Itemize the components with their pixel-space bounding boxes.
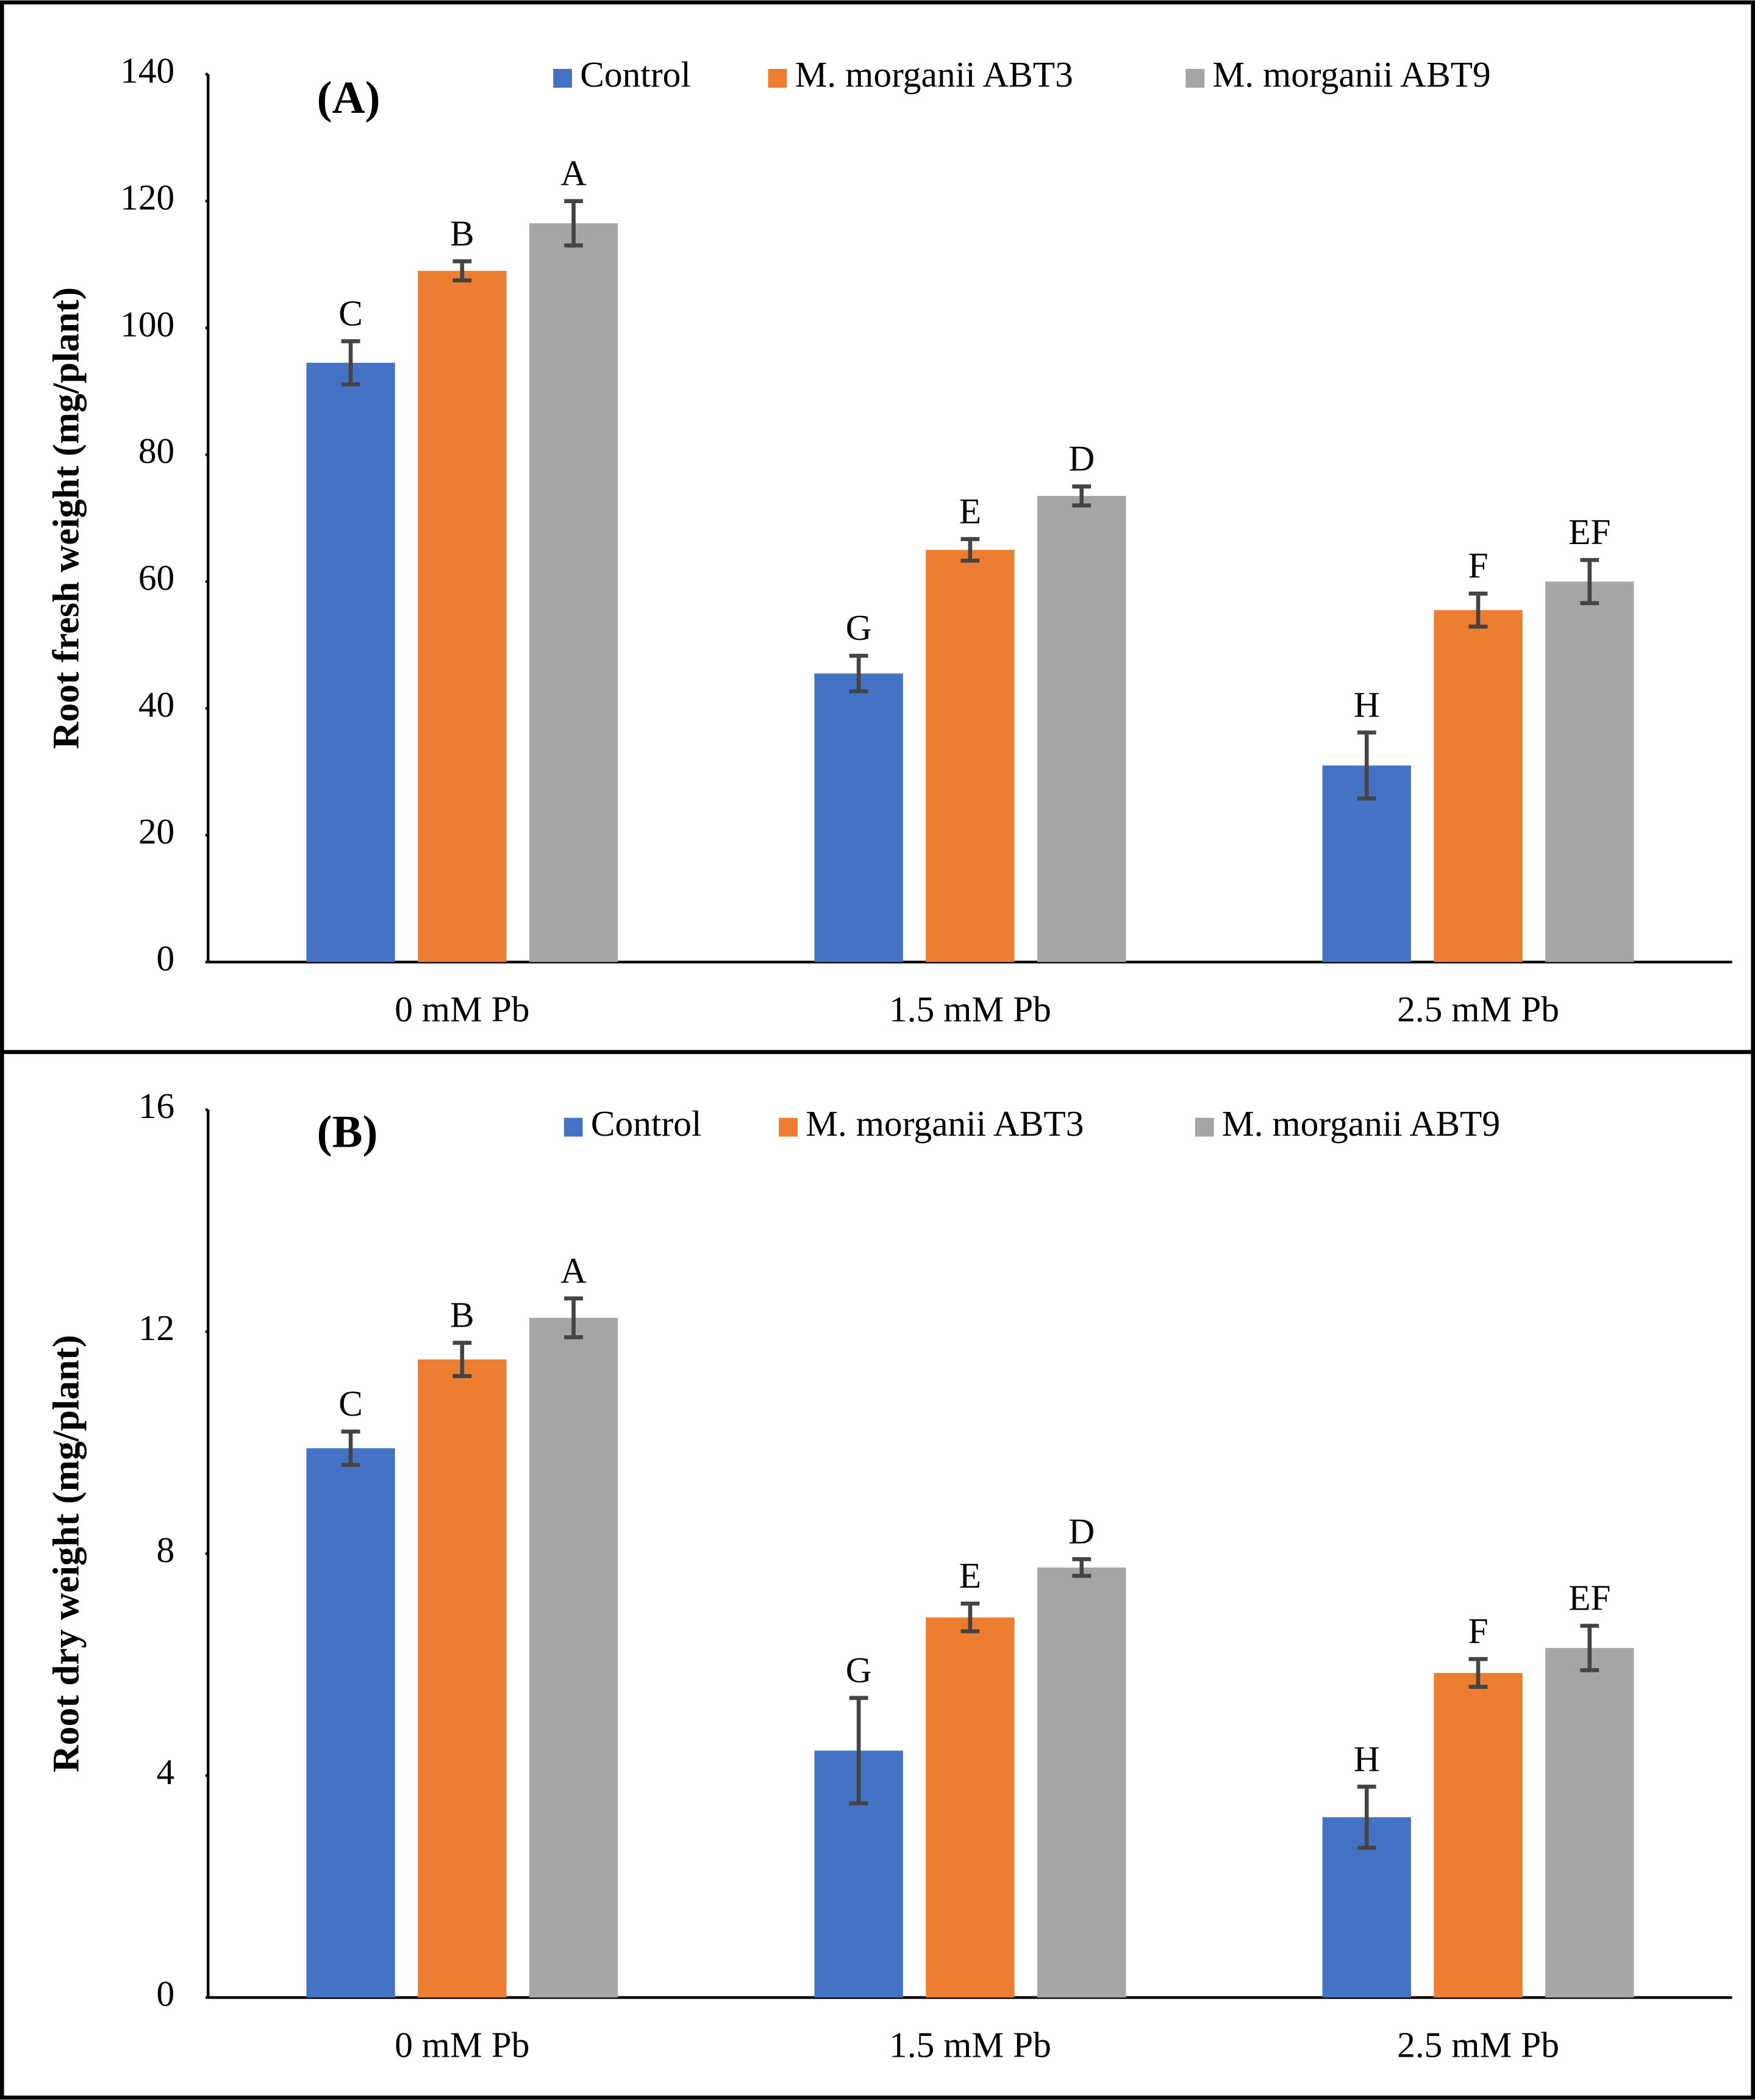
legend-swatch: [563, 1117, 583, 1137]
x-tick-label: 1.5 mM Pb: [889, 989, 1051, 1030]
y-tick-label: 4: [157, 1752, 175, 1792]
bar: [306, 1448, 395, 1998]
significance-letter: E: [959, 1555, 981, 1596]
y-tick-label: 120: [120, 177, 174, 217]
bar: [306, 362, 395, 962]
legend-label: Control: [580, 54, 691, 95]
y-tick-label: 40: [138, 684, 174, 725]
legend-label: M. morganii ABT3: [806, 1103, 1084, 1144]
error-bar: [960, 1601, 980, 1633]
error-bar: [452, 259, 472, 282]
error-bar: [1468, 1657, 1488, 1689]
bar: [529, 1317, 618, 1998]
legend-swatch: [779, 1117, 798, 1137]
error-bar: [341, 1429, 360, 1467]
legend-label: Control: [591, 1103, 702, 1144]
significance-letter: C: [338, 293, 363, 333]
y-tick-label: 0: [157, 938, 175, 978]
legend-swatch: [1185, 68, 1205, 88]
bar: [1037, 496, 1126, 962]
significance-letter: EF: [1568, 1578, 1610, 1618]
bar: [529, 223, 618, 962]
bar: [418, 271, 507, 962]
error-bar: [564, 199, 584, 248]
x-tick-label: 2.5 mM Pb: [1397, 989, 1559, 1030]
x-tick-label: 0 mM Pb: [395, 2024, 529, 2065]
legend-swatch: [768, 68, 787, 88]
error-bar: [1357, 1785, 1376, 1850]
bar: [418, 1359, 507, 1998]
chart-title: (A): [317, 73, 381, 123]
legend-label: M. morganii ABT3: [795, 54, 1073, 95]
error-bar: [341, 339, 360, 387]
bar: [814, 673, 903, 962]
significance-letter: G: [846, 1650, 872, 1690]
significance-letter: C: [338, 1383, 363, 1424]
significance-letter: D: [1068, 439, 1095, 479]
error-bar: [960, 537, 980, 563]
y-tick-label: 80: [138, 431, 174, 471]
significance-letter: F: [1468, 1611, 1488, 1651]
error-bar: [1072, 484, 1092, 508]
significance-letter: H: [1354, 1738, 1380, 1779]
error-bar: [564, 1296, 584, 1339]
error-bar: [849, 653, 868, 693]
legend-swatch: [553, 68, 573, 88]
significance-letter: B: [450, 1295, 474, 1335]
error-bar: [1357, 730, 1376, 801]
y-tick-label: 140: [120, 50, 174, 90]
x-tick-label: 1.5 mM Pb: [889, 2024, 1051, 2065]
y-tick-label: 60: [138, 557, 174, 598]
significance-letter: E: [959, 491, 981, 531]
y-tick-label: 100: [120, 304, 174, 344]
x-tick-label: 2.5 mM Pb: [1397, 2024, 1559, 2065]
legend-label: M. morganii ABT9: [1212, 54, 1490, 95]
x-tick-label: 0 mM Pb: [395, 989, 529, 1030]
significance-letter: A: [560, 1250, 587, 1291]
chart-title: (B): [317, 1107, 378, 1158]
bar: [1545, 1647, 1634, 1998]
error-bar: [1580, 557, 1600, 606]
significance-letter: A: [560, 153, 587, 193]
significance-letter: F: [1468, 545, 1488, 586]
y-axis-label: Root fresh weight (mg/plant): [46, 287, 87, 749]
significance-letter: EF: [1568, 512, 1610, 552]
bar: [1434, 610, 1523, 962]
y-tick-label: 20: [138, 811, 174, 851]
bar: [926, 550, 1015, 962]
legend-swatch: [1195, 1117, 1214, 1137]
error-bar: [452, 1341, 472, 1378]
significance-letter: B: [450, 213, 474, 253]
error-bar: [1580, 1624, 1600, 1672]
significance-letter: G: [846, 607, 872, 648]
bar: [926, 1617, 1015, 1998]
bar: [1037, 1567, 1126, 1998]
bar: [1434, 1672, 1523, 1998]
error-bar: [849, 1696, 868, 1805]
y-tick-label: 0: [157, 1974, 175, 2014]
y-tick-label: 12: [138, 1308, 174, 1348]
y-tick-label: 16: [138, 1086, 174, 1126]
y-tick-label: 8: [157, 1530, 175, 1570]
y-axis-label: Root dry weight (mg/plant): [46, 1335, 87, 1772]
error-bar: [1072, 1557, 1092, 1578]
error-bar: [1468, 591, 1488, 629]
legend-label: M. morganii ABT9: [1222, 1103, 1500, 1144]
significance-letter: D: [1068, 1511, 1095, 1551]
bar: [1545, 581, 1634, 962]
significance-letter: H: [1354, 684, 1380, 725]
